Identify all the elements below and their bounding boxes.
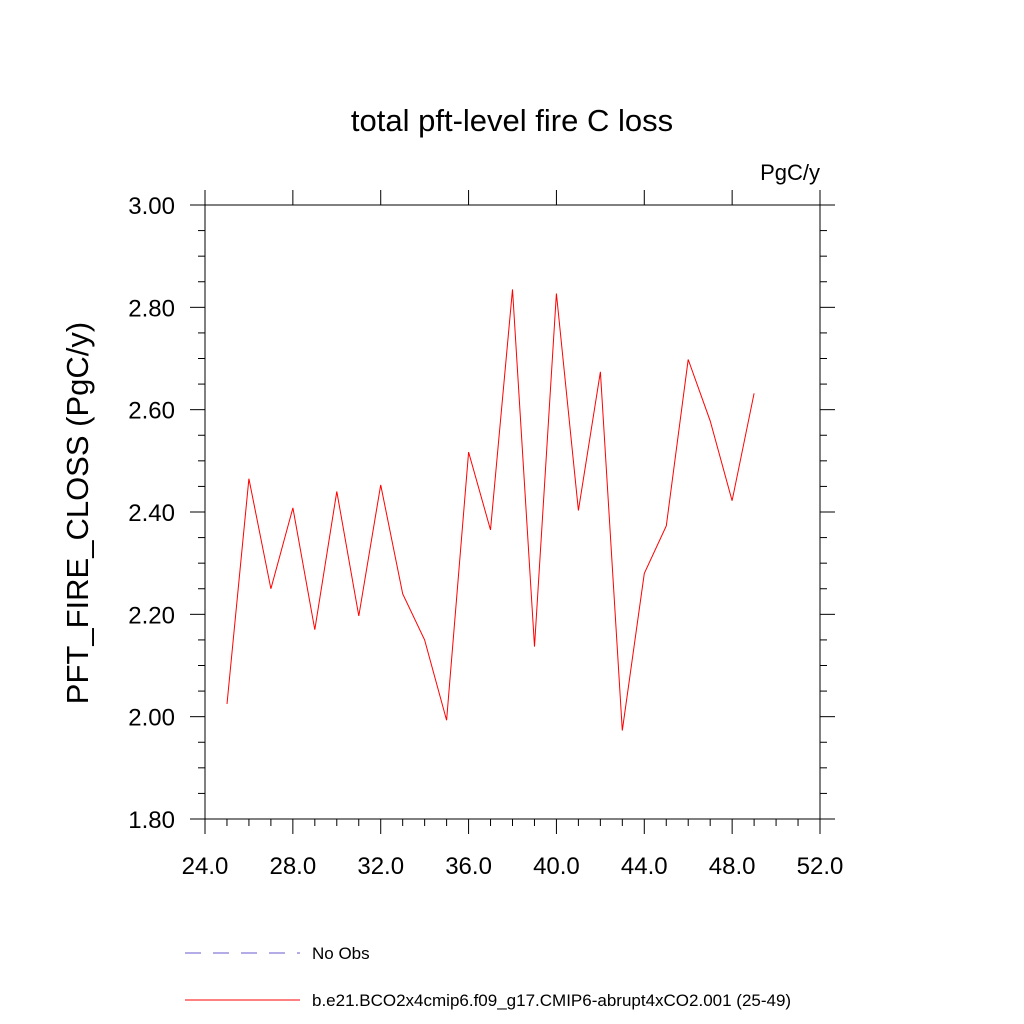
x-tick-label: 52.0: [797, 853, 844, 880]
ticks-group: [190, 190, 835, 834]
y-tick-label: 2.40: [128, 500, 175, 527]
y-tick-label: 3.00: [128, 193, 175, 220]
series-line: [226, 289, 755, 731]
units-label: PgC/y: [760, 160, 820, 185]
x-tick-label: 36.0: [445, 853, 492, 880]
x-tick-label: 28.0: [269, 853, 316, 880]
plot-frame: [204, 204, 821, 820]
x-tick-label: 32.0: [357, 853, 404, 880]
y-tick-label: 1.80: [128, 807, 175, 834]
legend-label-no-obs: No Obs: [312, 944, 370, 963]
series-group: [226, 289, 755, 731]
legend-label-model: b.e21.BCO2x4cmip6.f09_g17.CMIP6-abrupt4x…: [312, 991, 791, 1010]
x-tick-label: 40.0: [533, 853, 580, 880]
y-axis-label: PFT_FIRE_CLOSS (PgC/y): [60, 322, 95, 704]
x-tick-label: 44.0: [621, 853, 668, 880]
y-tick-label: 2.60: [128, 398, 175, 425]
legend: No Obs b.e21.BCO2x4cmip6.f09_g17.CMIP6-a…: [185, 944, 791, 1010]
x-tick-label: 24.0: [182, 853, 229, 880]
y-tick-label: 2.20: [128, 602, 175, 629]
y-tick-label: 2.00: [128, 705, 175, 732]
x-tick-label: 48.0: [709, 853, 756, 880]
tick-labels-group: 24.0 28.0 32.0 36.0 40.0 44.0 48.0 52.0 1.80 2.00…: [128, 193, 843, 880]
chart-title: total pft-level fire C loss: [351, 103, 673, 138]
y-tick-label: 2.80: [128, 295, 175, 322]
